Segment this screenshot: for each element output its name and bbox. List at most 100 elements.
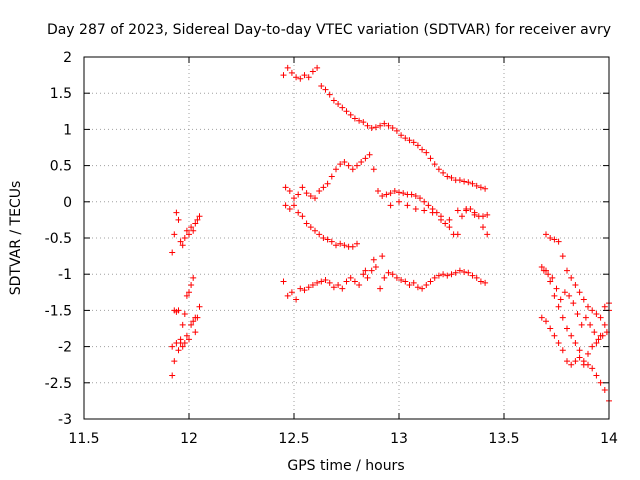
data-point-arc11 [582, 314, 589, 321]
data-point-arc5 [316, 187, 323, 194]
data-point-arc5 [408, 191, 415, 198]
data-point-arc6 [282, 202, 289, 209]
data-point-arc10 [547, 235, 554, 241]
data-point-arc11 [557, 296, 564, 303]
data-point-arc7 [431, 274, 438, 281]
data-point-arc7 [444, 272, 451, 279]
data-point-arc7 [456, 267, 463, 274]
data-point-arc4 [414, 142, 421, 149]
x-tick-label: 13 [390, 431, 408, 447]
data-point-arc1 [171, 231, 178, 238]
data-point-arc9 [547, 325, 554, 332]
data-point-arc9 [572, 358, 579, 365]
data-point-arc6 [337, 240, 344, 247]
data-point-arc1 [183, 227, 190, 234]
data-point-arc7 [280, 278, 287, 285]
data-point-arc5 [366, 151, 373, 158]
data-point-arc8 [559, 314, 566, 321]
data-point-arc5 [341, 158, 348, 165]
data-point-arc7 [473, 274, 480, 281]
data-point-arc2 [179, 321, 186, 328]
data-point-arc6 [286, 206, 293, 213]
data-point-arc4 [372, 124, 379, 131]
data-point-arc9 [551, 332, 558, 339]
data-point-arc6 [463, 206, 470, 213]
data-point-arc4 [461, 178, 468, 185]
data-point-arc11 [599, 332, 606, 339]
data-point-arc4 [482, 185, 489, 192]
data-point-arc3 [192, 314, 199, 321]
data-point-arc11 [570, 300, 577, 307]
data-point-arc4 [477, 184, 484, 191]
data-point-arc2 [186, 289, 192, 296]
data-point-arc8 [601, 387, 608, 394]
data-point-arc5 [320, 184, 327, 191]
data-point-arc11 [553, 285, 560, 292]
data-point-arc9 [593, 339, 600, 346]
data-point-arc5 [459, 213, 465, 220]
data-point-arc4 [326, 91, 333, 98]
data-point-arc5 [387, 190, 394, 197]
data-point-arc7 [435, 272, 442, 279]
data-point-arc6 [362, 267, 369, 274]
data-point-arc9 [589, 343, 596, 350]
data-point-arc3 [183, 332, 190, 339]
data-point-arc4 [377, 122, 384, 129]
data-point-arc1 [177, 238, 184, 245]
data-point-arc6 [324, 236, 331, 243]
data-point-arc10 [551, 236, 558, 243]
data-point-arc5 [383, 191, 390, 198]
data-point-arc5 [286, 187, 293, 194]
data-point-arc7 [368, 267, 375, 274]
data-point-arc7 [465, 269, 472, 276]
data-point-arc6 [349, 243, 356, 250]
data-point-arc10 [597, 314, 604, 321]
y-tick-label: 1 [63, 122, 72, 138]
data-point-arc7 [377, 285, 384, 292]
data-point-arc1 [196, 213, 203, 220]
data-point-arc8 [593, 372, 600, 379]
data-point-arc4 [322, 86, 329, 93]
data-point-arc11 [561, 289, 568, 296]
y-axis-label: SDTVAR / TECUs [8, 181, 24, 296]
y-tick-label: -0.5 [45, 231, 72, 247]
data-point-arc7 [452, 269, 459, 276]
data-point-arc11 [566, 292, 573, 299]
data-point-arc5 [484, 231, 491, 238]
x-tick-label: 13.5 [488, 431, 519, 447]
data-point-arc4 [309, 68, 316, 75]
data-point-arc5 [328, 173, 335, 180]
data-point-arc2 [196, 303, 203, 310]
data-point-arc6 [299, 213, 306, 220]
data-point-arc5 [400, 190, 407, 197]
data-point-arc5 [446, 224, 453, 231]
data-point-arc5 [345, 162, 352, 169]
data-point-arc10 [572, 282, 579, 289]
data-point-arc11 [595, 336, 602, 343]
y-tick-label: 1.5 [50, 86, 72, 102]
data-point-arc3 [175, 307, 182, 314]
data-point-arc5 [324, 180, 331, 187]
data-point-arc9 [580, 361, 587, 368]
data-point-arc5 [379, 193, 386, 200]
data-point-arc4 [330, 97, 337, 104]
data-point-arc5 [358, 158, 365, 165]
data-point-arc10 [559, 253, 566, 260]
data-point-arc7 [402, 278, 409, 285]
y-tick-label: -2.5 [45, 376, 72, 392]
data-point-arc7 [284, 292, 291, 299]
data-point-arc4 [456, 177, 463, 184]
data-point-arc7 [427, 278, 434, 285]
data-point-arc4 [305, 74, 312, 81]
data-point-arc7 [322, 276, 329, 283]
data-points [169, 64, 612, 404]
data-point-arc6 [412, 206, 419, 213]
y-tick-label: -1 [58, 267, 72, 283]
data-point-arc8 [576, 347, 583, 354]
data-point-arc4 [389, 124, 396, 131]
data-point-arc9 [559, 347, 566, 354]
chart-title: Day 287 of 2023, Sidereal Day-to-day VTE… [47, 22, 611, 38]
data-point-arc4 [368, 124, 375, 131]
data-point-arc6 [429, 209, 436, 216]
y-tick-label: 0 [63, 195, 72, 211]
